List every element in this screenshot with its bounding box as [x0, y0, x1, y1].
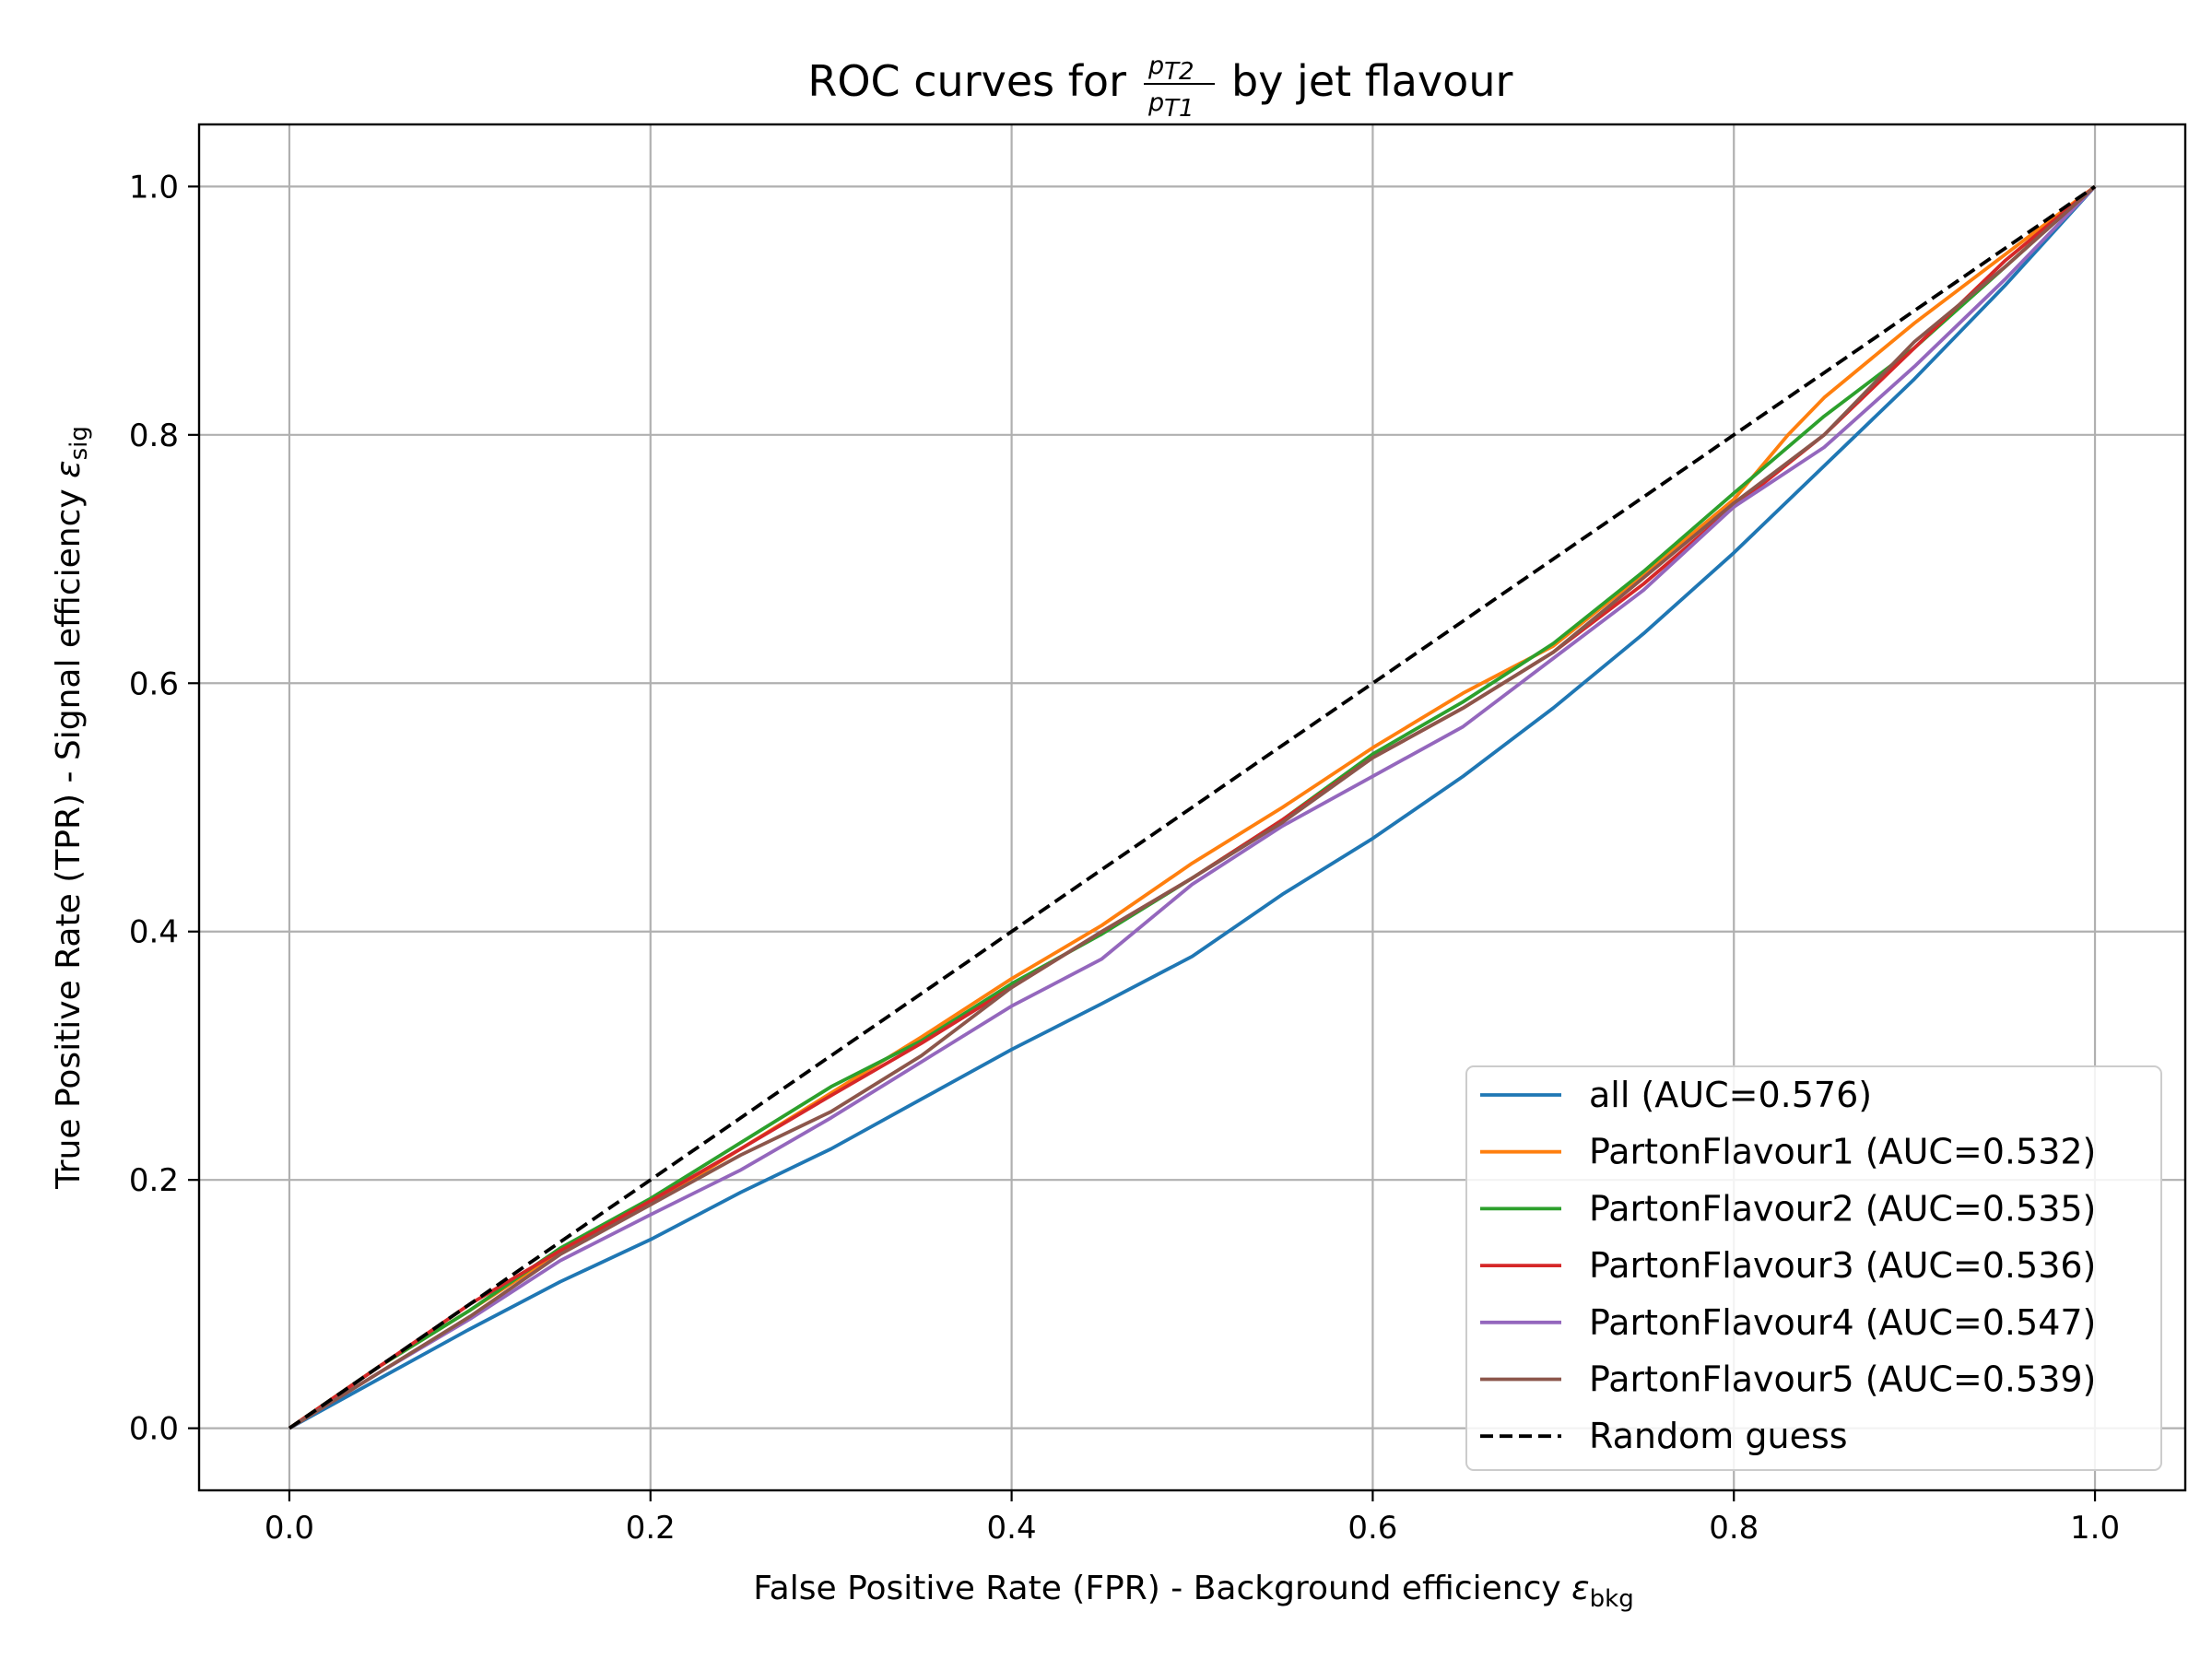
legend-items: all (AUC=0.576) PartonFlavour1 (AUC=0.532… [1480, 1075, 2096, 1456]
x-tick-label-0: 0.0 [265, 1510, 314, 1547]
x-tick-label-1: 0.2 [626, 1510, 676, 1547]
title-suffix: by jet flavour [1231, 56, 1512, 106]
series-line-0 [288, 185, 2097, 1430]
x-tick-label-2: 0.4 [987, 1510, 1037, 1547]
legend: all (AUC=0.576) PartonFlavour1 (AUC=0.532… [1465, 1065, 2162, 1471]
y-axis-ticks: 0.0 0.2 0.4 0.6 0.8 1.0 [129, 169, 199, 1448]
series-line-6 [288, 184, 2097, 1430]
legend-label-1: PartonFlavour1 (AUC=0.532) [1589, 1132, 2096, 1172]
legend-label-5: PartonFlavour5 (AUC=0.539) [1589, 1359, 2096, 1400]
series-line-4 [288, 185, 2097, 1430]
x-tick-label-5: 1.0 [2070, 1510, 2120, 1547]
x-tick-label-3: 0.6 [1347, 1510, 1397, 1547]
series-layer [288, 184, 2097, 1430]
legend-label-4: PartonFlavour4 (AUC=0.547) [1589, 1302, 2096, 1343]
y-tick-label-3: 0.6 [129, 665, 179, 702]
title-numerator: pT2 [1147, 52, 1194, 86]
y-axis-title: True Positive Rate (TPR) - Signal effici… [50, 426, 93, 1190]
legend-label-0: all (AUC=0.576) [1589, 1075, 1872, 1115]
y-tick-label-2: 0.4 [129, 914, 179, 951]
x-axis-ticks: 0.0 0.2 0.4 0.6 0.8 1.0 [265, 1490, 2120, 1547]
plot-frame [197, 123, 2187, 1492]
x-axis-title: False Positive Rate (FPR) - Background e… [753, 1570, 1633, 1613]
y-tick-label-0: 0.0 [129, 1411, 179, 1448]
legend-label-6: Random guess [1589, 1416, 1848, 1456]
y-tick-label-1: 0.2 [129, 1162, 179, 1199]
series-line-5 [288, 184, 2097, 1430]
x-tick-label-4: 0.8 [1709, 1510, 1759, 1547]
title-denominator: pT1 [1147, 88, 1194, 123]
title-prefix: ROC curves for [807, 56, 1126, 106]
legend-label-3: PartonFlavour3 (AUC=0.536) [1589, 1245, 2096, 1286]
legend-label-2: PartonFlavour2 (AUC=0.535) [1589, 1188, 2096, 1229]
y-tick-label-4: 0.8 [129, 418, 179, 454]
chart-title: ROC curves for pT2 pT1 by jet flavour [807, 52, 1512, 123]
legend-box [1465, 1065, 2162, 1471]
y-tick-label-5: 1.0 [129, 169, 179, 206]
